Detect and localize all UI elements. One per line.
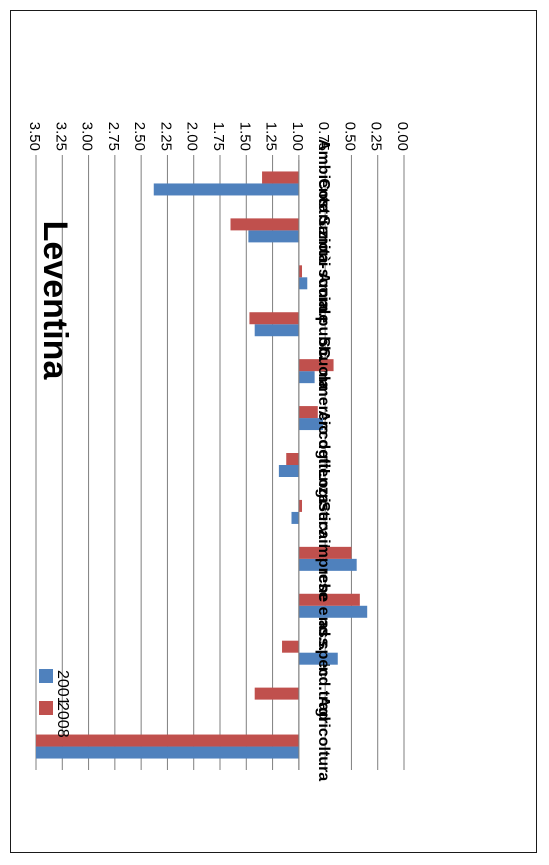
category-label: Serv.imprese	[315, 501, 332, 600]
bar-2008	[36, 734, 299, 747]
x-tick-label: 1.00	[289, 122, 306, 151]
bar-2008	[254, 687, 299, 700]
category-label: Accoglienza	[315, 410, 332, 503]
bar-2008	[298, 499, 303, 512]
legend-label-2001: 2001	[54, 670, 71, 706]
bar-2008	[262, 171, 299, 184]
bar-2008	[286, 453, 299, 465]
x-tick-label: 1.50	[236, 122, 253, 151]
x-tick-label: 2.50	[131, 122, 148, 151]
bar-2001	[254, 324, 299, 337]
bar-2008	[249, 312, 299, 325]
bar-2008	[230, 218, 299, 231]
x-tick-label: 2.00	[184, 122, 201, 151]
bar-2001	[298, 418, 324, 431]
category-label: Logistica	[315, 469, 332, 539]
bar-2001	[153, 183, 299, 196]
category-label: Sanità-sociale	[315, 216, 332, 324]
x-tick-label: 3.00	[79, 122, 96, 151]
x-tick-label: 1.75	[210, 122, 227, 151]
bar-2001	[298, 605, 368, 618]
category-label: Costruzioni	[315, 178, 332, 266]
category-label: Ind.spec	[315, 612, 332, 677]
legend-label-2008: 2008	[54, 702, 71, 738]
x-tick-label: 2.75	[105, 122, 122, 151]
bar-2008	[298, 546, 352, 559]
bar-2008	[298, 359, 334, 372]
x-tick-label: 3.50	[26, 122, 43, 151]
x-tick-label: 0.75	[315, 122, 332, 151]
chart-title: Leventina	[36, 221, 74, 381]
category-label: Commercio dett.	[315, 347, 332, 473]
legend-swatch-2008	[39, 701, 53, 715]
category-label: Agricoltura	[315, 696, 332, 781]
category-label: Scuola	[315, 337, 332, 390]
bar-2001	[298, 277, 308, 290]
bar-2001	[36, 746, 299, 759]
chart-frame	[10, 10, 537, 853]
x-tick-label: 3.25	[52, 122, 69, 151]
bar-2001	[298, 371, 315, 384]
legend-swatch-2001	[39, 669, 53, 683]
bar-2001	[298, 558, 357, 571]
bar-2001	[248, 230, 299, 243]
x-tick-label: 2.25	[157, 122, 174, 151]
chart-rotated-group: 0.00 0.25 0.50 0.75 1.00 1.25 1.50 1.75 2.00 2.25…	[26, 122, 411, 782]
bar-2001	[298, 652, 338, 665]
bar-2008	[298, 593, 360, 606]
bar-2008	[282, 640, 299, 653]
bar-2001	[278, 465, 299, 477]
x-tick-label: 0.25	[368, 122, 385, 151]
x-tick-label: 1.25	[263, 122, 280, 151]
x-tick-label: 0.50	[341, 122, 358, 151]
category-label: Banche e ass.	[315, 544, 332, 651]
category-label: Amm.pubb.	[315, 272, 332, 360]
bar-2008	[298, 406, 318, 419]
bar-2001	[291, 511, 299, 524]
bar-2008	[298, 265, 303, 278]
category-label: Ind.trad	[315, 662, 332, 721]
category-label: Ambiente	[315, 139, 332, 212]
x-tick-label: 0.00	[394, 122, 411, 151]
